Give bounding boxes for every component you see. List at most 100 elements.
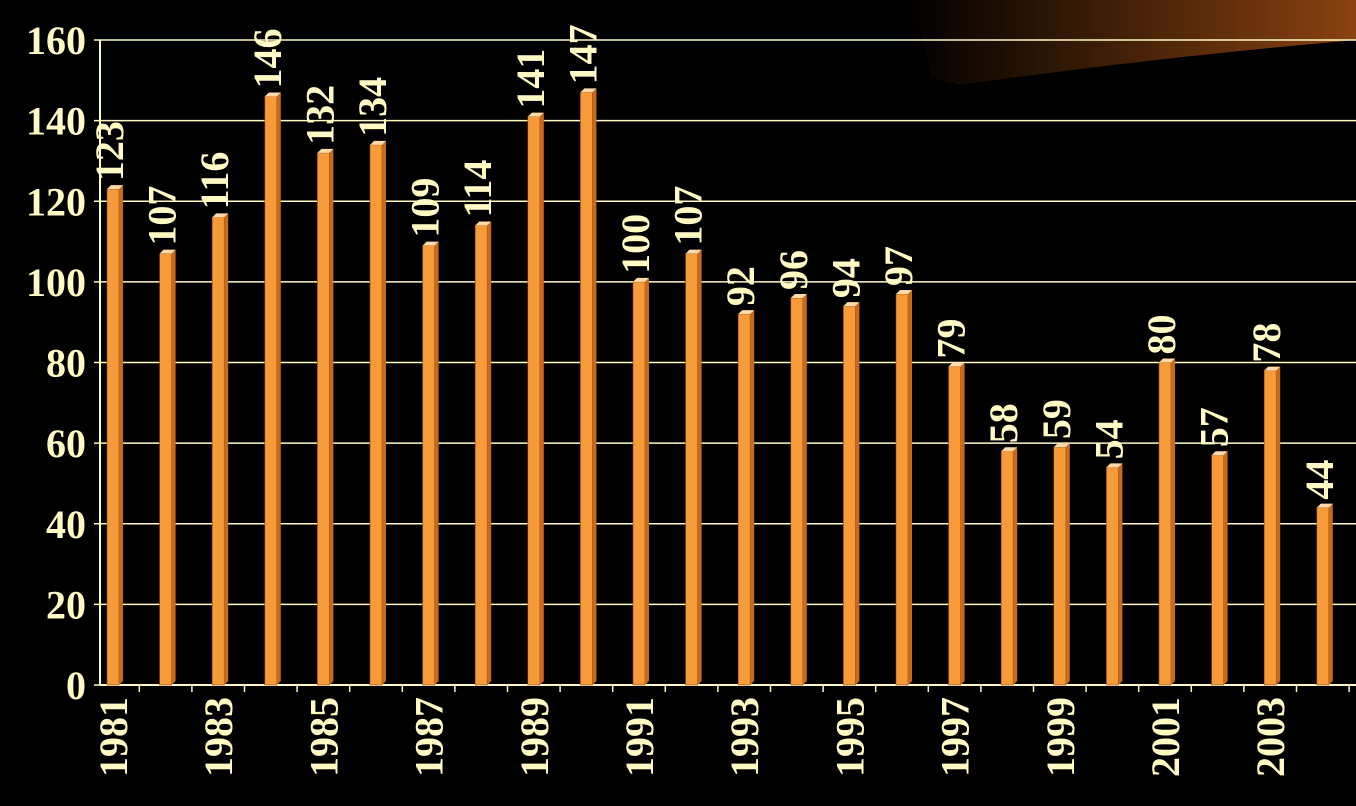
bar-side — [750, 310, 755, 685]
bar-top — [475, 221, 492, 226]
bar-front — [1263, 370, 1277, 686]
bar-top — [790, 294, 807, 298]
data-label: 54 — [1086, 419, 1131, 459]
bar-side — [382, 140, 386, 685]
bar-side — [960, 362, 965, 685]
data-label: 146 — [245, 28, 290, 88]
bar-top — [948, 362, 965, 367]
bar-2000 — [1106, 463, 1123, 686]
bar-top — [843, 302, 860, 307]
bar-front — [369, 144, 383, 686]
data-label: 58 — [981, 403, 1026, 443]
bar-top — [1264, 366, 1281, 371]
y-tick-label: 20 — [46, 582, 86, 627]
bar-front — [1053, 446, 1067, 686]
bar-2003 — [1263, 366, 1281, 686]
bar-side — [645, 277, 649, 685]
bar-top — [1316, 503, 1333, 508]
data-label: 57 — [1192, 407, 1237, 447]
x-tick-label: 1991 — [617, 697, 662, 777]
bar-front — [422, 245, 435, 686]
bar-side — [434, 241, 439, 685]
bar-front — [737, 313, 751, 686]
data-label: 79 — [929, 319, 974, 359]
axes — [94, 39, 1356, 692]
gridlines — [100, 39, 1356, 606]
bar-top — [580, 88, 597, 93]
y-tick-label: 60 — [46, 421, 86, 466]
bar-top — [212, 213, 229, 218]
bar-1986 — [369, 140, 386, 686]
x-tick-label: 1987 — [407, 697, 452, 777]
x-tick-label: 1985 — [301, 697, 346, 777]
bar-top — [264, 92, 281, 97]
bar-1987 — [422, 241, 439, 686]
bar-top — [685, 249, 702, 254]
bar-top — [422, 241, 439, 246]
bar-1991 — [632, 277, 649, 686]
bar-front — [1106, 467, 1119, 686]
decorative-swoosh — [905, 0, 1356, 85]
bar-side — [224, 213, 229, 685]
bar-top — [317, 148, 334, 153]
y-tick-label: 80 — [46, 341, 86, 386]
bar-side — [1276, 366, 1281, 685]
data-label: 147 — [560, 24, 605, 84]
x-axis-tick-labels: 1981 1983 1985 1987 1989 1991 1993 1995 1997 1999… — [91, 697, 1293, 777]
bar-1989 — [527, 112, 544, 686]
y-tick-label: 120 — [26, 179, 86, 224]
bar-front — [685, 253, 698, 686]
data-label: 44 — [1297, 460, 1342, 500]
bar-1998 — [1000, 447, 1018, 686]
bar-1990 — [580, 88, 597, 686]
y-tick-label: 140 — [26, 99, 86, 144]
data-label: 141 — [508, 49, 553, 109]
data-label: 96 — [771, 250, 816, 290]
bar-1999 — [1053, 443, 1070, 686]
bar-side — [539, 112, 544, 685]
bar-top — [1211, 451, 1228, 456]
bar-1983 — [211, 213, 229, 686]
bar-front — [580, 92, 593, 686]
bar-top — [1001, 447, 1018, 452]
bar-front — [264, 96, 278, 686]
y-tick-label: 40 — [46, 502, 86, 547]
bar-top — [1159, 358, 1175, 363]
data-label: 132 — [297, 85, 342, 145]
data-label: 94 — [823, 258, 868, 298]
bar-top — [896, 289, 912, 294]
bar-front — [1316, 507, 1330, 686]
data-label: 107 — [140, 186, 185, 246]
bar-side — [697, 249, 702, 685]
bar-side — [802, 294, 807, 685]
data-label: 107 — [666, 186, 711, 246]
bar-side — [855, 302, 860, 685]
y-tick-label: 160 — [26, 18, 86, 63]
bar-1995 — [843, 302, 860, 686]
x-tick-label: 1993 — [722, 697, 767, 777]
bar-1988 — [474, 221, 492, 686]
x-tick-label: 1995 — [827, 697, 872, 777]
bar-side — [276, 92, 281, 685]
data-label: 116 — [192, 152, 237, 210]
bar-front — [895, 293, 909, 686]
x-tick-label: 2003 — [1248, 697, 1293, 777]
x-tick-label: 1999 — [1038, 697, 1083, 777]
x-tick-label: 1989 — [512, 697, 557, 777]
bar-front — [317, 152, 330, 686]
bar-front — [632, 281, 646, 686]
bar-front — [159, 253, 172, 686]
data-label: 80 — [1139, 315, 1184, 355]
data-label: 123 — [87, 121, 132, 181]
bar-top — [633, 277, 649, 282]
x-tick-label: 1983 — [196, 697, 241, 777]
bar-top — [107, 185, 123, 190]
bar-top — [1053, 443, 1070, 448]
bar-2004 — [1316, 503, 1333, 686]
bar-1993 — [737, 310, 755, 686]
bar-1982 — [159, 249, 176, 686]
x-tick-label: 1997 — [933, 697, 978, 777]
